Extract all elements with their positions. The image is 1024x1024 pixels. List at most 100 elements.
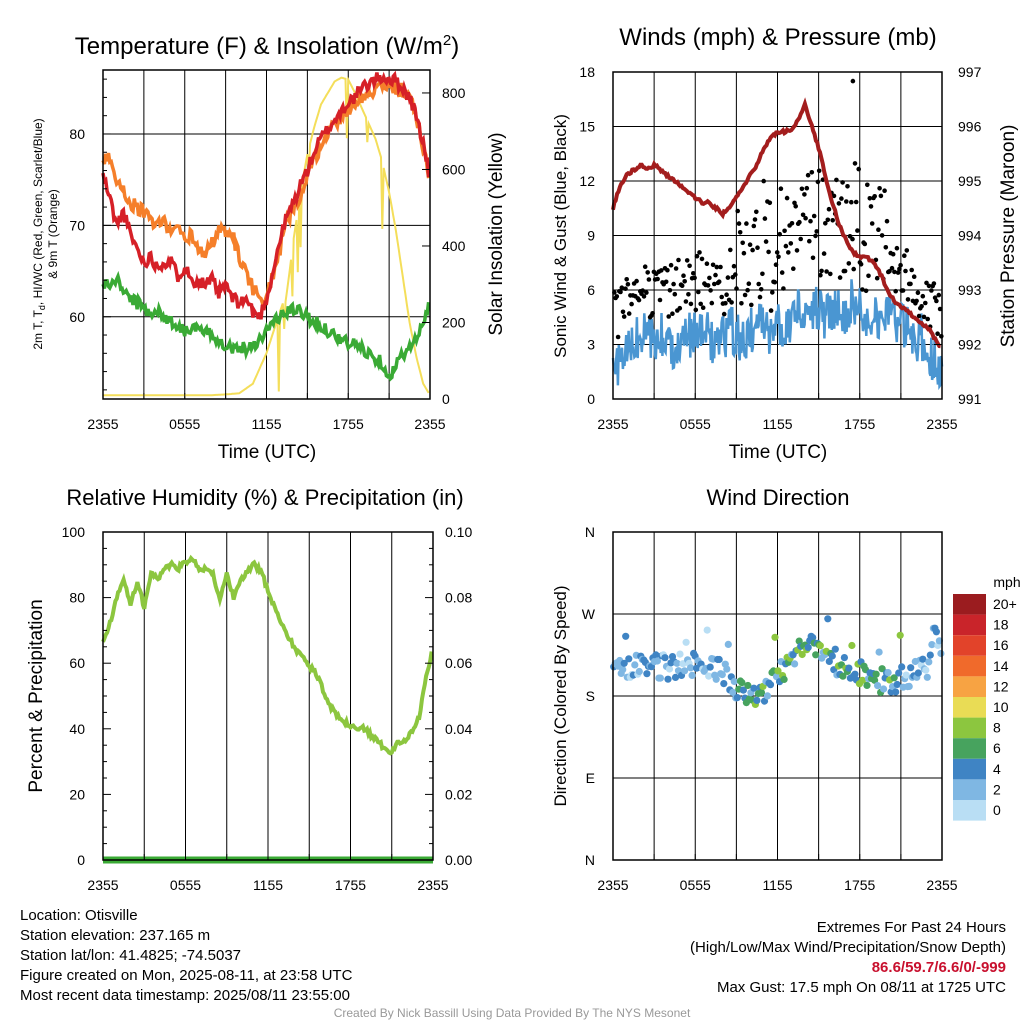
direction-point [643, 670, 651, 678]
gust-point [844, 199, 849, 204]
gust-point [697, 250, 702, 255]
gust-point [672, 291, 678, 297]
direction-point [851, 670, 859, 678]
direction-point [671, 673, 680, 682]
gust-point [858, 262, 864, 267]
svg-text:& 9m T (Orange): & 9m T (Orange) [46, 189, 60, 279]
gust-point [762, 216, 768, 221]
direction-point [712, 675, 720, 683]
gust-point [709, 300, 715, 306]
direction-point [902, 671, 910, 679]
direction-y-label: Direction (Colored By Speed) [551, 585, 570, 806]
gust-point [676, 257, 681, 263]
gust-point [831, 193, 837, 199]
gust-point [688, 301, 694, 307]
gust-point [869, 221, 875, 226]
gust-point [815, 179, 821, 185]
extremes-title: Extremes For Past 24 Hours [816, 919, 1006, 936]
gust-point [704, 261, 710, 267]
gust-point [805, 172, 811, 178]
legend-label: 4 [993, 761, 1001, 777]
temperature-x-label: Time (UTC) [218, 442, 317, 463]
gust-point [615, 334, 621, 340]
gust-point [862, 241, 868, 247]
legend-label: 0 [993, 802, 1001, 818]
gust-point [734, 286, 739, 291]
direction-point [839, 672, 847, 680]
left-tick-label: 6 [587, 282, 595, 298]
direction-point [898, 663, 906, 671]
direction-point [739, 686, 748, 694]
gust-point [830, 218, 835, 223]
gust-point [788, 241, 794, 246]
gust-point [834, 177, 839, 183]
direction-point [812, 651, 820, 659]
gust-point [754, 209, 759, 215]
gust-point [797, 219, 802, 225]
legend-swatch [953, 676, 986, 697]
left-tick-label: 18 [579, 64, 595, 80]
right-tick-label: 0.06 [445, 655, 472, 671]
gust-point [904, 248, 910, 253]
gust-point [763, 239, 769, 244]
gust-point [614, 294, 620, 299]
gust-point [657, 297, 663, 303]
humidity-left-ticks: 0 20 40 60 80 100 [62, 524, 111, 868]
gust-point [737, 230, 743, 235]
direction-point [771, 633, 779, 641]
x-tick-label: 0555 [680, 877, 711, 893]
direction-point [880, 685, 888, 693]
gust-point [629, 301, 634, 307]
direction-point [723, 665, 731, 673]
gust-point [640, 288, 645, 293]
direction-point [682, 638, 690, 646]
gust-point [846, 261, 852, 266]
gust-point [686, 292, 691, 297]
gust-point [855, 228, 860, 233]
gust-point [699, 256, 705, 262]
gust-point [758, 287, 764, 292]
gust-point [749, 302, 754, 308]
direction-point [825, 657, 833, 666]
direction-point [845, 664, 853, 672]
gust-point [783, 243, 789, 249]
direction-point [935, 637, 944, 645]
gust-point [710, 262, 716, 268]
right-tick-label: 0.08 [445, 590, 472, 606]
direction-point [729, 688, 737, 697]
direction-point [828, 652, 836, 660]
gust-point [868, 204, 874, 209]
gust-point [772, 279, 778, 285]
temperature-left-ticks: 60 70 80 [69, 78, 111, 391]
humidity-y-label: Percent & Precipitation [26, 599, 47, 792]
x-tick-label: 2355 [926, 416, 957, 432]
direction-point [919, 655, 927, 663]
left-tick-label: 100 [62, 524, 86, 540]
gust-point [807, 238, 812, 244]
direction-point [753, 696, 761, 705]
gust-point [810, 255, 816, 261]
direction-point [625, 655, 633, 663]
direction-point [926, 651, 934, 659]
winds-panel: Winds (mph) & Pressure (mb) 0 3 6 9 12 15 18 9… [551, 24, 1019, 463]
extremes-values: 86.6/59.7/6.6/0/-999 [871, 959, 1006, 976]
gust-point [756, 281, 761, 287]
gust-point [840, 180, 845, 185]
direction-point [937, 649, 945, 658]
right-tick-label: 0.00 [445, 852, 472, 868]
gust-point [728, 247, 733, 253]
gust-point [767, 200, 773, 206]
gust-point [620, 309, 626, 315]
wind-speed-line [611, 279, 944, 391]
right-tick-label: 200 [442, 314, 466, 330]
gust-point [816, 168, 822, 174]
direction-point [863, 681, 871, 690]
gust-point [878, 193, 884, 199]
gust-point [751, 223, 757, 229]
temperature-y-label: 2m T, Td, HI/WC (Red, Green, Scarlet/Blu… [31, 118, 60, 349]
winds-y-label-left: Sonic Wind & Gust (Blue, Black) [551, 114, 570, 358]
elevation-line: Station elevation: 237.165 m [20, 927, 211, 944]
gust-point [719, 294, 724, 300]
right-tick-label: 0.04 [445, 721, 472, 737]
legend-label: 14 [993, 658, 1009, 674]
